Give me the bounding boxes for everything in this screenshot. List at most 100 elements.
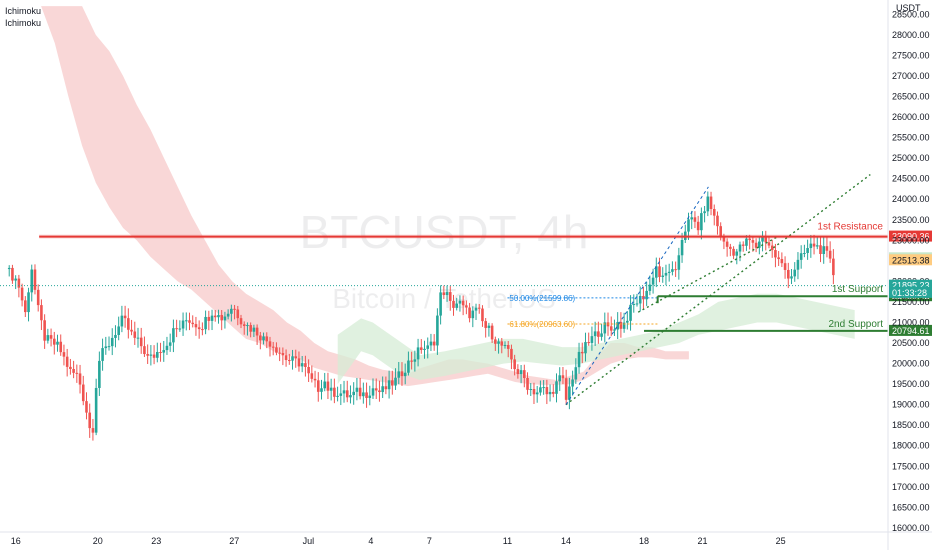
candle-body bbox=[368, 395, 372, 398]
indicator-label-ichimoku-2[interactable]: Ichimoku bbox=[5, 18, 42, 28]
candle-body bbox=[500, 341, 504, 346]
candle-body bbox=[767, 242, 771, 246]
candle-body bbox=[661, 275, 665, 278]
candle-body bbox=[91, 428, 95, 433]
candle-body bbox=[304, 363, 307, 367]
candle-body bbox=[690, 217, 694, 220]
candle-body bbox=[162, 350, 166, 353]
candle-body bbox=[754, 242, 758, 248]
candle-body bbox=[255, 327, 259, 336]
candle-body bbox=[539, 387, 542, 393]
candle-body bbox=[33, 269, 37, 290]
candle-body bbox=[36, 289, 40, 306]
candle-body bbox=[516, 369, 520, 375]
candle-body bbox=[46, 335, 50, 341]
candle-body bbox=[574, 367, 578, 380]
candle-body bbox=[622, 322, 626, 329]
candle-body bbox=[271, 346, 275, 348]
candle-body bbox=[632, 303, 636, 305]
candle-body bbox=[465, 305, 468, 308]
watermark-symbol: BTCUSDT, 4h bbox=[300, 206, 589, 258]
candle-body bbox=[204, 316, 207, 330]
candle-body bbox=[110, 337, 114, 347]
candle-body bbox=[413, 359, 417, 362]
candle-body bbox=[468, 307, 471, 319]
candle-body bbox=[774, 250, 777, 258]
candle-body bbox=[307, 366, 310, 374]
candle-body bbox=[275, 347, 278, 353]
side-tag-text-2: 21895.23 bbox=[892, 281, 930, 291]
candle-body bbox=[242, 324, 246, 326]
candle-body bbox=[220, 315, 223, 321]
y-tick-7: 25000.00 bbox=[892, 153, 930, 163]
candle-body bbox=[323, 381, 327, 389]
candle-body bbox=[43, 320, 46, 341]
y-tick-9: 24000.00 bbox=[892, 194, 930, 204]
candle-body bbox=[265, 336, 269, 342]
candle-body bbox=[333, 387, 336, 397]
candle-body bbox=[268, 341, 272, 347]
candle-body bbox=[590, 336, 594, 343]
candle-body bbox=[809, 243, 813, 249]
y-tick-20: 18500.00 bbox=[892, 420, 930, 430]
candle-body bbox=[745, 238, 748, 246]
candle-body bbox=[94, 387, 98, 433]
candle-body bbox=[471, 310, 475, 319]
candle-body bbox=[358, 387, 362, 397]
candle-body bbox=[230, 308, 233, 314]
candle-body bbox=[558, 375, 562, 382]
candle-body bbox=[249, 325, 252, 332]
candle-body bbox=[345, 390, 349, 398]
candle-body bbox=[7, 267, 11, 270]
candle-body bbox=[481, 308, 484, 322]
candle-body bbox=[448, 292, 452, 301]
candle-body bbox=[168, 342, 172, 346]
x-tick-7: 11 bbox=[503, 536, 512, 546]
candle-body bbox=[403, 372, 407, 377]
candle-body bbox=[24, 300, 27, 313]
candle-body bbox=[761, 236, 764, 242]
candle-body bbox=[278, 352, 281, 354]
candle-body bbox=[371, 388, 375, 396]
candle-body bbox=[297, 358, 301, 367]
y-tick-21: 18000.00 bbox=[892, 441, 930, 451]
candle-body bbox=[764, 236, 768, 243]
candle-body bbox=[191, 322, 195, 325]
candle-body bbox=[210, 315, 214, 321]
candle-body bbox=[751, 240, 755, 243]
candle-body bbox=[11, 267, 14, 281]
cloud-bullish bbox=[337, 293, 855, 385]
candle-body bbox=[188, 320, 191, 323]
candle-body bbox=[355, 387, 359, 392]
candle-body bbox=[49, 335, 53, 339]
indicator-label-ichimoku-1[interactable]: Ichimoku bbox=[5, 6, 42, 16]
candle-body bbox=[362, 392, 365, 397]
candle-body bbox=[664, 272, 668, 276]
candle-body bbox=[510, 348, 513, 360]
y-tick-11: 23000.00 bbox=[892, 235, 930, 245]
candle-body bbox=[564, 378, 568, 400]
candle-body bbox=[580, 351, 584, 354]
candle-body bbox=[735, 251, 739, 256]
candle-body bbox=[651, 277, 655, 285]
candle-body bbox=[104, 346, 108, 349]
candle-body bbox=[178, 328, 182, 330]
candle-body bbox=[700, 213, 703, 231]
x-tick-8: 14 bbox=[561, 536, 571, 546]
candle-body bbox=[793, 269, 797, 277]
candle-body bbox=[716, 215, 719, 227]
candle-body bbox=[207, 316, 211, 321]
candle-body bbox=[133, 331, 137, 338]
candle-body bbox=[101, 348, 104, 361]
candle-body bbox=[291, 356, 294, 361]
candle-body bbox=[613, 329, 616, 331]
candle-body bbox=[127, 318, 130, 330]
candle-body bbox=[65, 356, 69, 367]
candle-body bbox=[88, 412, 92, 429]
candle-body bbox=[741, 244, 745, 246]
y-tick-8: 24500.00 bbox=[892, 174, 930, 184]
candle-body bbox=[400, 371, 404, 377]
candle-body bbox=[374, 388, 378, 391]
